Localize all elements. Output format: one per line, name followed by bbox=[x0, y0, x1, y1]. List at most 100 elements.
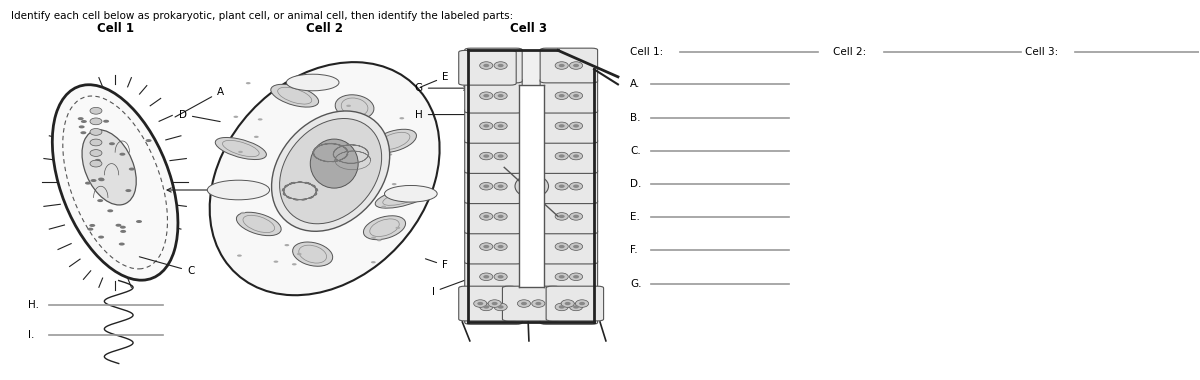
Ellipse shape bbox=[498, 154, 504, 158]
Ellipse shape bbox=[515, 175, 548, 198]
FancyBboxPatch shape bbox=[464, 169, 522, 204]
FancyBboxPatch shape bbox=[468, 51, 594, 322]
Ellipse shape bbox=[208, 180, 270, 200]
Ellipse shape bbox=[274, 261, 278, 263]
Ellipse shape bbox=[372, 129, 416, 153]
Ellipse shape bbox=[570, 62, 583, 69]
Ellipse shape bbox=[98, 236, 104, 239]
Ellipse shape bbox=[494, 303, 508, 311]
FancyBboxPatch shape bbox=[464, 48, 522, 83]
Ellipse shape bbox=[556, 273, 569, 280]
Ellipse shape bbox=[377, 239, 382, 241]
Text: Cell 2:: Cell 2: bbox=[834, 48, 866, 57]
Text: Cell 2: Cell 2 bbox=[306, 22, 343, 35]
Text: H: H bbox=[415, 109, 473, 120]
Text: D: D bbox=[179, 109, 220, 122]
Ellipse shape bbox=[492, 302, 498, 305]
Ellipse shape bbox=[480, 182, 493, 190]
FancyBboxPatch shape bbox=[464, 229, 522, 264]
Text: E.: E. bbox=[630, 212, 640, 222]
Ellipse shape bbox=[484, 215, 490, 218]
Ellipse shape bbox=[396, 227, 401, 229]
Ellipse shape bbox=[570, 213, 583, 220]
Ellipse shape bbox=[474, 300, 487, 307]
Ellipse shape bbox=[296, 253, 301, 255]
Text: Identify each cell below as prokaryotic, plant cell, or animal cell, then identi: Identify each cell below as prokaryotic,… bbox=[11, 11, 514, 21]
Text: E: E bbox=[420, 72, 449, 87]
Ellipse shape bbox=[284, 244, 289, 246]
Ellipse shape bbox=[484, 185, 490, 188]
Ellipse shape bbox=[335, 95, 374, 119]
Ellipse shape bbox=[400, 117, 404, 119]
Text: B.: B. bbox=[630, 112, 641, 123]
Ellipse shape bbox=[570, 92, 583, 100]
FancyBboxPatch shape bbox=[540, 169, 598, 204]
Ellipse shape bbox=[80, 131, 86, 134]
FancyBboxPatch shape bbox=[458, 51, 516, 85]
Ellipse shape bbox=[480, 273, 493, 280]
Ellipse shape bbox=[119, 153, 125, 156]
Text: F.: F. bbox=[630, 245, 637, 255]
Ellipse shape bbox=[311, 139, 358, 188]
Ellipse shape bbox=[254, 136, 259, 138]
Ellipse shape bbox=[280, 119, 382, 224]
FancyBboxPatch shape bbox=[540, 139, 598, 173]
Text: B: B bbox=[167, 185, 224, 195]
Ellipse shape bbox=[287, 74, 340, 91]
Ellipse shape bbox=[120, 230, 126, 233]
Ellipse shape bbox=[559, 154, 565, 158]
Ellipse shape bbox=[498, 94, 504, 97]
Ellipse shape bbox=[480, 243, 493, 250]
Ellipse shape bbox=[559, 245, 565, 248]
Text: A.: A. bbox=[630, 79, 641, 89]
Ellipse shape bbox=[53, 85, 178, 280]
Ellipse shape bbox=[78, 117, 84, 120]
Ellipse shape bbox=[484, 154, 490, 158]
Ellipse shape bbox=[570, 122, 583, 130]
Ellipse shape bbox=[107, 209, 113, 212]
Text: C: C bbox=[139, 257, 194, 276]
Ellipse shape bbox=[559, 94, 565, 97]
Ellipse shape bbox=[498, 64, 504, 67]
Ellipse shape bbox=[98, 177, 104, 180]
Ellipse shape bbox=[521, 302, 527, 305]
Ellipse shape bbox=[494, 273, 508, 280]
Ellipse shape bbox=[98, 178, 104, 181]
Ellipse shape bbox=[556, 303, 569, 311]
FancyBboxPatch shape bbox=[546, 286, 604, 321]
Ellipse shape bbox=[488, 300, 502, 307]
Ellipse shape bbox=[484, 245, 490, 248]
FancyBboxPatch shape bbox=[540, 199, 598, 234]
Ellipse shape bbox=[271, 84, 319, 107]
Ellipse shape bbox=[90, 108, 102, 114]
Ellipse shape bbox=[125, 189, 131, 192]
Ellipse shape bbox=[103, 120, 109, 123]
Ellipse shape bbox=[371, 237, 376, 239]
Ellipse shape bbox=[480, 62, 493, 69]
Ellipse shape bbox=[90, 128, 102, 135]
Ellipse shape bbox=[271, 111, 390, 231]
Ellipse shape bbox=[498, 215, 504, 218]
Text: Cell 3:: Cell 3: bbox=[1025, 48, 1058, 57]
Ellipse shape bbox=[128, 168, 134, 171]
Ellipse shape bbox=[90, 150, 102, 157]
Ellipse shape bbox=[570, 303, 583, 311]
Ellipse shape bbox=[494, 213, 508, 220]
Text: Cell 1: Cell 1 bbox=[97, 22, 133, 35]
Ellipse shape bbox=[238, 151, 242, 153]
Text: I: I bbox=[432, 278, 470, 297]
Ellipse shape bbox=[215, 138, 266, 160]
Ellipse shape bbox=[556, 122, 569, 130]
Ellipse shape bbox=[90, 179, 96, 182]
Ellipse shape bbox=[559, 64, 565, 67]
Ellipse shape bbox=[109, 142, 115, 145]
FancyBboxPatch shape bbox=[458, 286, 516, 321]
Ellipse shape bbox=[559, 215, 565, 218]
Ellipse shape bbox=[384, 185, 437, 202]
Ellipse shape bbox=[570, 273, 583, 280]
FancyBboxPatch shape bbox=[518, 85, 544, 287]
Ellipse shape bbox=[484, 64, 490, 67]
Ellipse shape bbox=[523, 180, 540, 192]
Ellipse shape bbox=[236, 212, 281, 236]
Ellipse shape bbox=[574, 305, 580, 309]
